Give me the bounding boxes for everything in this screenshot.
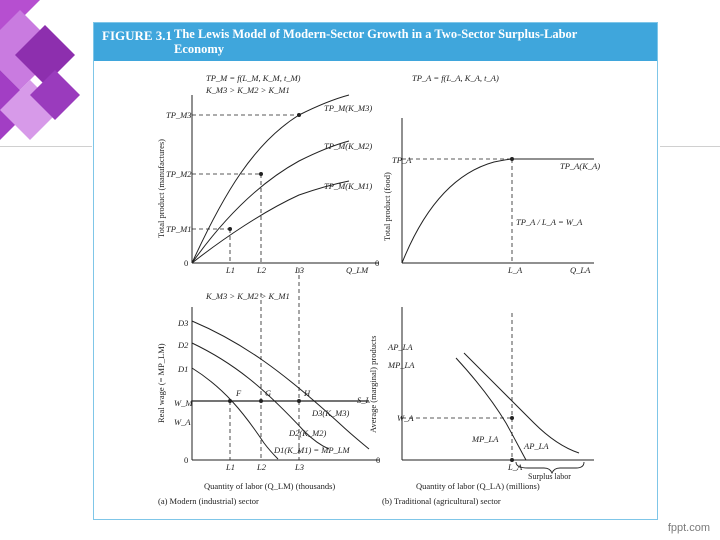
demand-left-d2: D2 <box>177 340 189 350</box>
function-label: TP_A = f(L_A, K_A, t_A) <box>412 73 499 83</box>
origin-label: 0 <box>375 258 379 268</box>
origin-label: 0 <box>184 258 188 268</box>
curve-tp-a <box>401 158 594 264</box>
curve-label-d1: D1(K_M1) = MP_LM <box>273 445 351 455</box>
point-g <box>259 399 263 403</box>
figure-card: FIGURE 3.1 The Lewis Model of Modern-Sec… <box>93 22 658 520</box>
y-axis-label: Total product (manufactures) <box>156 139 166 238</box>
panel-b-bottom: Average (marginal) products Quantity of … <box>368 307 594 506</box>
curve-label-tp-m1: TP_M(K_M1) <box>324 181 372 191</box>
function-label: TP_M = f(L_M, K_M, t_M) <box>206 73 301 83</box>
point-tp-a <box>510 157 514 161</box>
curve-tp-m2 <box>191 140 350 264</box>
figure-header: FIGURE 3.1 The Lewis Model of Modern-Sec… <box>94 23 657 61</box>
x-tick-l1: L1 <box>225 462 235 472</box>
surplus-labor-brace <box>515 461 585 475</box>
x-tick-l-a: L_A <box>507 462 523 472</box>
annotation-tp-a-over-l-a: TP_A / L_A = W_A <box>516 217 583 227</box>
y-tick-w-a: W_A <box>174 417 191 427</box>
y-tick-tp-a: TP_A <box>392 155 412 165</box>
supply-label-s-l: S_L <box>357 395 371 405</box>
curve-label-d2: D2(K_M2) <box>288 428 326 438</box>
curve-label-d3: D3(K_M3) <box>311 408 349 418</box>
origin-label: 0 <box>376 455 380 465</box>
curve-ap-la <box>463 352 580 454</box>
x-tick-l1: L1 <box>225 265 235 275</box>
y-axis-label: Average (marginal) products <box>368 336 378 433</box>
curve-tp-m3 <box>191 94 350 264</box>
x-tick-l2: L2 <box>256 265 267 275</box>
point-label-h: H <box>303 388 311 398</box>
origin-label: 0 <box>184 455 188 465</box>
x-axis-label: Q_LA <box>570 265 591 275</box>
x-axis-label: Quantity of labor (Q_LA) (millions) <box>416 481 540 491</box>
curve-label-mp-la: MP_LA <box>471 434 499 444</box>
point-h <box>297 399 301 403</box>
demand-left-d1: D1 <box>177 364 188 374</box>
point-tp-m3 <box>297 113 301 117</box>
curve-label-tp-a: TP_A(K_A) <box>560 161 600 171</box>
y-tick-tp-m1: TP_M1 <box>166 224 192 234</box>
curve-label-tp-m2: TP_M(K_M2) <box>324 141 372 151</box>
decorative-purple-shapes <box>0 0 92 150</box>
curve-label-tp-m3: TP_M(K_M3) <box>324 103 372 113</box>
y-tick-w-m: W_M <box>174 398 193 408</box>
capital-order-label: K_M3 > K_M2 > K_M1 <box>205 291 290 301</box>
x-axis-label: Quantity of labor (Q_LM) (thousands) <box>204 481 335 491</box>
demand-left-d3: D3 <box>177 318 188 328</box>
y-tick-tp-m3: TP_M3 <box>166 110 192 120</box>
y-tick-ap-la: AP_LA <box>387 342 413 352</box>
caption-a: (a) Modern (industrial) sector <box>158 496 259 506</box>
curve-label-ap-la: AP_LA <box>523 441 549 451</box>
y-axis-label: Real wage (= MP_LM) <box>156 343 166 423</box>
surplus-labor-label: Surplus labor <box>528 472 571 481</box>
lewis-model-figure: TP_M = f(L_M, K_M, t_M) K_M3 > K_M2 > K_… <box>156 73 600 506</box>
x-tick-l3: L3 <box>294 462 304 472</box>
point-tp-m2 <box>259 172 263 176</box>
y-tick-mp-la: MP_LA <box>387 360 415 370</box>
capital-order-label: K_M3 > K_M2 > K_M1 <box>205 85 290 95</box>
panel-a-bottom: K_M3 > K_M2 > K_M1 Real wage (= MP_LM) Q… <box>156 268 379 506</box>
y-tick-tp-m2: TP_M2 <box>166 169 192 179</box>
point-w-a <box>510 416 514 420</box>
point-label-f: F <box>235 388 242 398</box>
panel-a-top: TP_M = f(L_M, K_M, t_M) K_M3 > K_M2 > K_… <box>156 73 379 275</box>
point-tp-m1 <box>228 227 232 231</box>
caption-b: (b) Traditional (agricultural) sector <box>382 496 501 506</box>
x-tick-l2: L2 <box>256 462 267 472</box>
x-tick-l-a: L_A <box>507 265 523 275</box>
curve-mp-la <box>455 357 527 461</box>
curve-d2 <box>191 342 330 450</box>
x-axis-label: Q_LM <box>346 265 369 275</box>
figure-title: The Lewis Model of Modern-Sector Growth … <box>174 27 578 56</box>
footer-brand: fppt.com <box>667 522 710 534</box>
point-l-a <box>510 458 514 462</box>
point-f <box>228 399 232 403</box>
curve-d3 <box>191 320 370 450</box>
slide-rule-left <box>0 146 92 147</box>
y-axis-label: Total product (food) <box>382 172 392 241</box>
curve-tp-m1 <box>191 180 350 264</box>
curve-d1 <box>191 367 279 460</box>
slide-rule-right <box>660 146 720 147</box>
y-tick-w-a: W_A <box>397 413 414 423</box>
panel-b-top: TP_A = f(L_A, K_A, t_A) Total product (f… <box>375 73 600 275</box>
figure-label: FIGURE 3.1 <box>102 28 173 43</box>
point-label-g: G <box>265 388 271 398</box>
